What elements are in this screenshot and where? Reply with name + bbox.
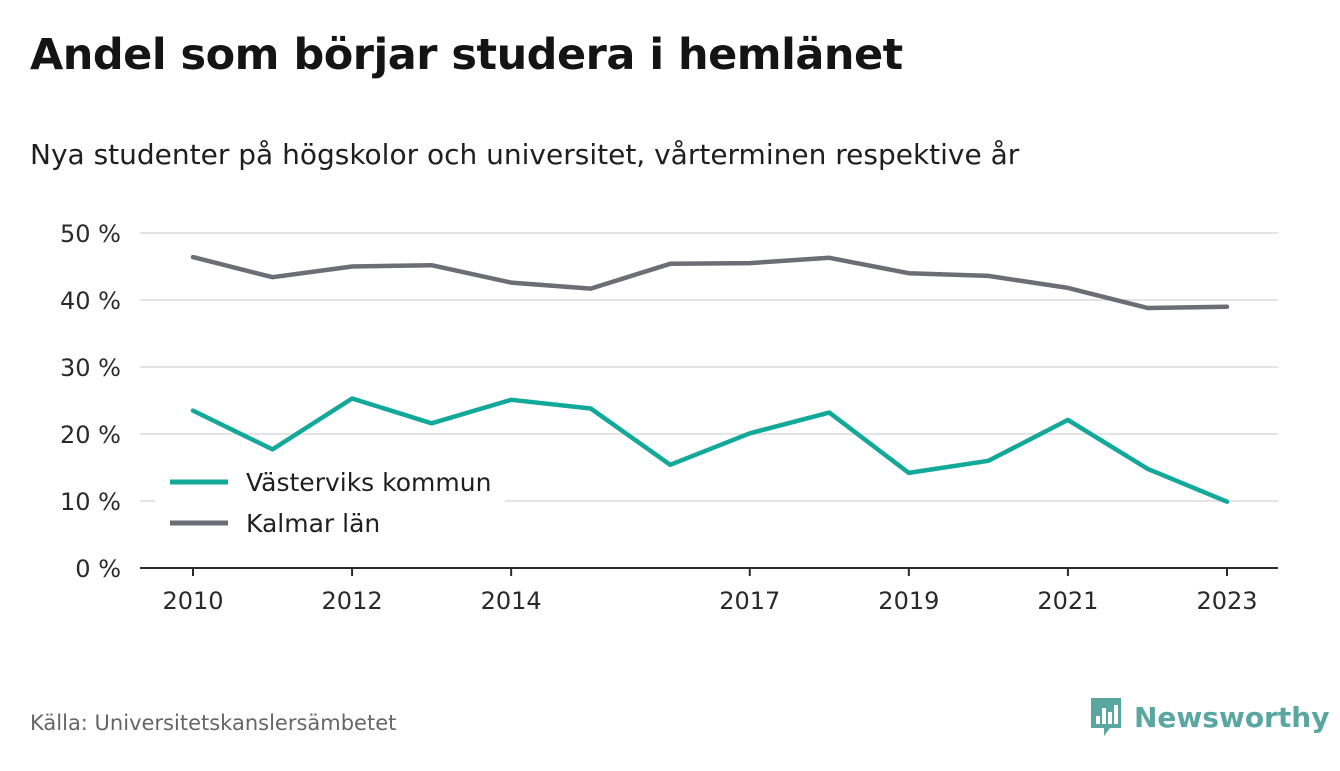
y-tick-label: 40 % bbox=[60, 287, 121, 315]
x-tick-label: 2012 bbox=[322, 587, 383, 615]
series-line bbox=[190, 254, 1230, 311]
chart-subtitle: Nya studenter på högskolor och universit… bbox=[30, 138, 1020, 171]
newsworthy-logo-icon bbox=[1091, 698, 1121, 736]
series-line bbox=[190, 396, 1230, 504]
y-tick-label: 30 % bbox=[60, 354, 121, 382]
x-tick-label: 2017 bbox=[719, 587, 780, 615]
line-chart: 0 % 10 % 20 % 30 % 40 % 50 % 2010 2012 2014 2017 2… bbox=[60, 220, 1278, 615]
x-tick-label: 2010 bbox=[162, 587, 223, 615]
x-tick-label: 2021 bbox=[1037, 587, 1098, 615]
brand-name: Newsworthy bbox=[1134, 700, 1330, 734]
y-tick-label: 10 % bbox=[60, 488, 121, 516]
source-note: Källa: Universitetskanslersämbetet bbox=[30, 711, 397, 735]
y-tick-label: 0 % bbox=[75, 555, 121, 583]
legend-label: Västerviks kommun bbox=[246, 468, 491, 497]
x-tick-label: 2023 bbox=[1196, 587, 1257, 615]
y-tick-label: 20 % bbox=[60, 421, 121, 449]
x-tick-label: 2014 bbox=[481, 587, 542, 615]
legend-label: Kalmar län bbox=[246, 509, 380, 538]
legend-background bbox=[155, 458, 505, 546]
brand-logo: Newsworthy bbox=[1088, 696, 1329, 738]
y-tick-label: 50 % bbox=[60, 220, 121, 248]
chart-title: Andel som börjar studera i hemlänet bbox=[30, 30, 903, 80]
x-tick-label: 2019 bbox=[878, 587, 939, 615]
